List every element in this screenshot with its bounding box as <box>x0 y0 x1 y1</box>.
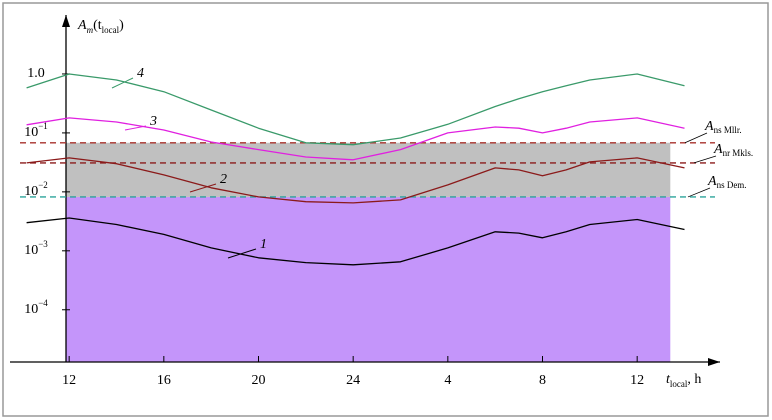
x-tick-label: 12 <box>62 373 76 388</box>
y-tick-exponent: −2 <box>38 180 48 190</box>
y-label-subscript: m <box>87 25 94 35</box>
reference-label: Anr Mkls. <box>713 142 753 158</box>
y-tick-label: 10−4 <box>24 298 48 317</box>
annotation-leader <box>189 183 217 193</box>
y-label-open: (t <box>93 18 102 33</box>
x-tick-label: 20 <box>252 373 266 388</box>
y-tick-exponent: −1 <box>38 121 48 131</box>
series-annotation: 4 <box>137 66 144 81</box>
annotation-leader <box>111 77 134 89</box>
y-label-symbol: A <box>77 18 87 33</box>
y-label-close: ) <box>119 18 124 33</box>
y-axis-arrow <box>62 15 70 27</box>
series-annotation: 3 <box>149 114 157 129</box>
reference-symbol: A <box>704 119 714 134</box>
reference-label: Ans Dem. <box>707 174 747 190</box>
reference-symbol: A <box>713 142 723 157</box>
y-tick-base: 1.0 <box>27 66 45 81</box>
x-axis-arrow <box>708 358 720 366</box>
y-tick-base: 10 <box>24 302 38 317</box>
y-tick-base: 10 <box>24 243 38 258</box>
x-axis-label: tlocal, h <box>666 372 701 389</box>
annotation-leader <box>124 125 147 131</box>
x-label-unit: , h <box>687 372 701 387</box>
shaded-region <box>66 142 671 197</box>
series-line <box>26 157 685 204</box>
series-line <box>26 117 685 161</box>
x-label-subscript: local <box>670 379 688 389</box>
shaded-region <box>66 196 671 362</box>
reference-subscript: ns Mllr. <box>714 125 742 135</box>
y-tick-base: 10 <box>24 184 38 199</box>
y-label-arg-subscript: local <box>102 25 120 35</box>
y-tick-exponent: −4 <box>38 298 48 308</box>
x-tick-label: 24 <box>346 373 360 388</box>
leader-line <box>687 187 711 198</box>
reference-symbol: A <box>707 174 717 189</box>
annotation-leader <box>227 248 257 259</box>
series-line <box>26 217 685 266</box>
y-tick-label: 10−1 <box>24 121 48 140</box>
x-label-symbol: t <box>666 372 671 387</box>
y-tick-label: 10−3 <box>24 239 48 258</box>
x-tick-label: 4 <box>444 373 451 388</box>
x-tick-label: 12 <box>630 373 644 388</box>
reference-subscript: ns Dem. <box>717 180 747 190</box>
regions <box>66 142 671 362</box>
y-tick-base: 10 <box>24 125 38 140</box>
reference-subscript: nr Mkls. <box>723 148 754 158</box>
leader-line <box>684 132 708 144</box>
series-line <box>26 73 685 146</box>
series-annotation: 2 <box>220 172 227 187</box>
x-tick-label: 8 <box>539 373 546 388</box>
y-tick-exponent: −3 <box>38 239 48 249</box>
y-axis-label: Am(tlocal) <box>77 18 124 35</box>
y-tick-label: 10−2 <box>24 180 48 199</box>
reference-label: Ans Mllr. <box>704 119 742 135</box>
leader-line <box>693 155 717 164</box>
series-annotation: 1 <box>260 237 267 252</box>
y-tick-label: 1.0 <box>27 66 45 81</box>
x-tick-label: 16 <box>157 373 171 388</box>
